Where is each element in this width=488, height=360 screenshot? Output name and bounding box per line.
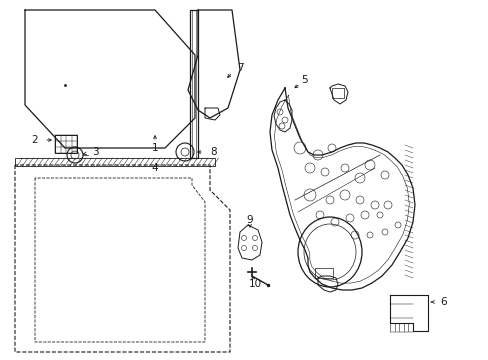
Text: 1: 1: [151, 143, 158, 153]
Text: 9: 9: [246, 215, 253, 225]
Text: 4: 4: [151, 163, 158, 173]
Bar: [190, 10, 198, 158]
Bar: [331, 88, 343, 98]
Text: 8: 8: [209, 147, 216, 157]
Text: 2: 2: [31, 135, 38, 145]
Bar: [192, 10, 196, 158]
Text: 6: 6: [439, 297, 446, 307]
Text: 3: 3: [92, 147, 99, 157]
Text: 5: 5: [301, 75, 307, 85]
Text: 7: 7: [237, 63, 243, 73]
Bar: [55, 135, 77, 153]
Text: 10: 10: [248, 279, 261, 289]
Bar: [314, 268, 332, 278]
Bar: [15, 158, 215, 166]
